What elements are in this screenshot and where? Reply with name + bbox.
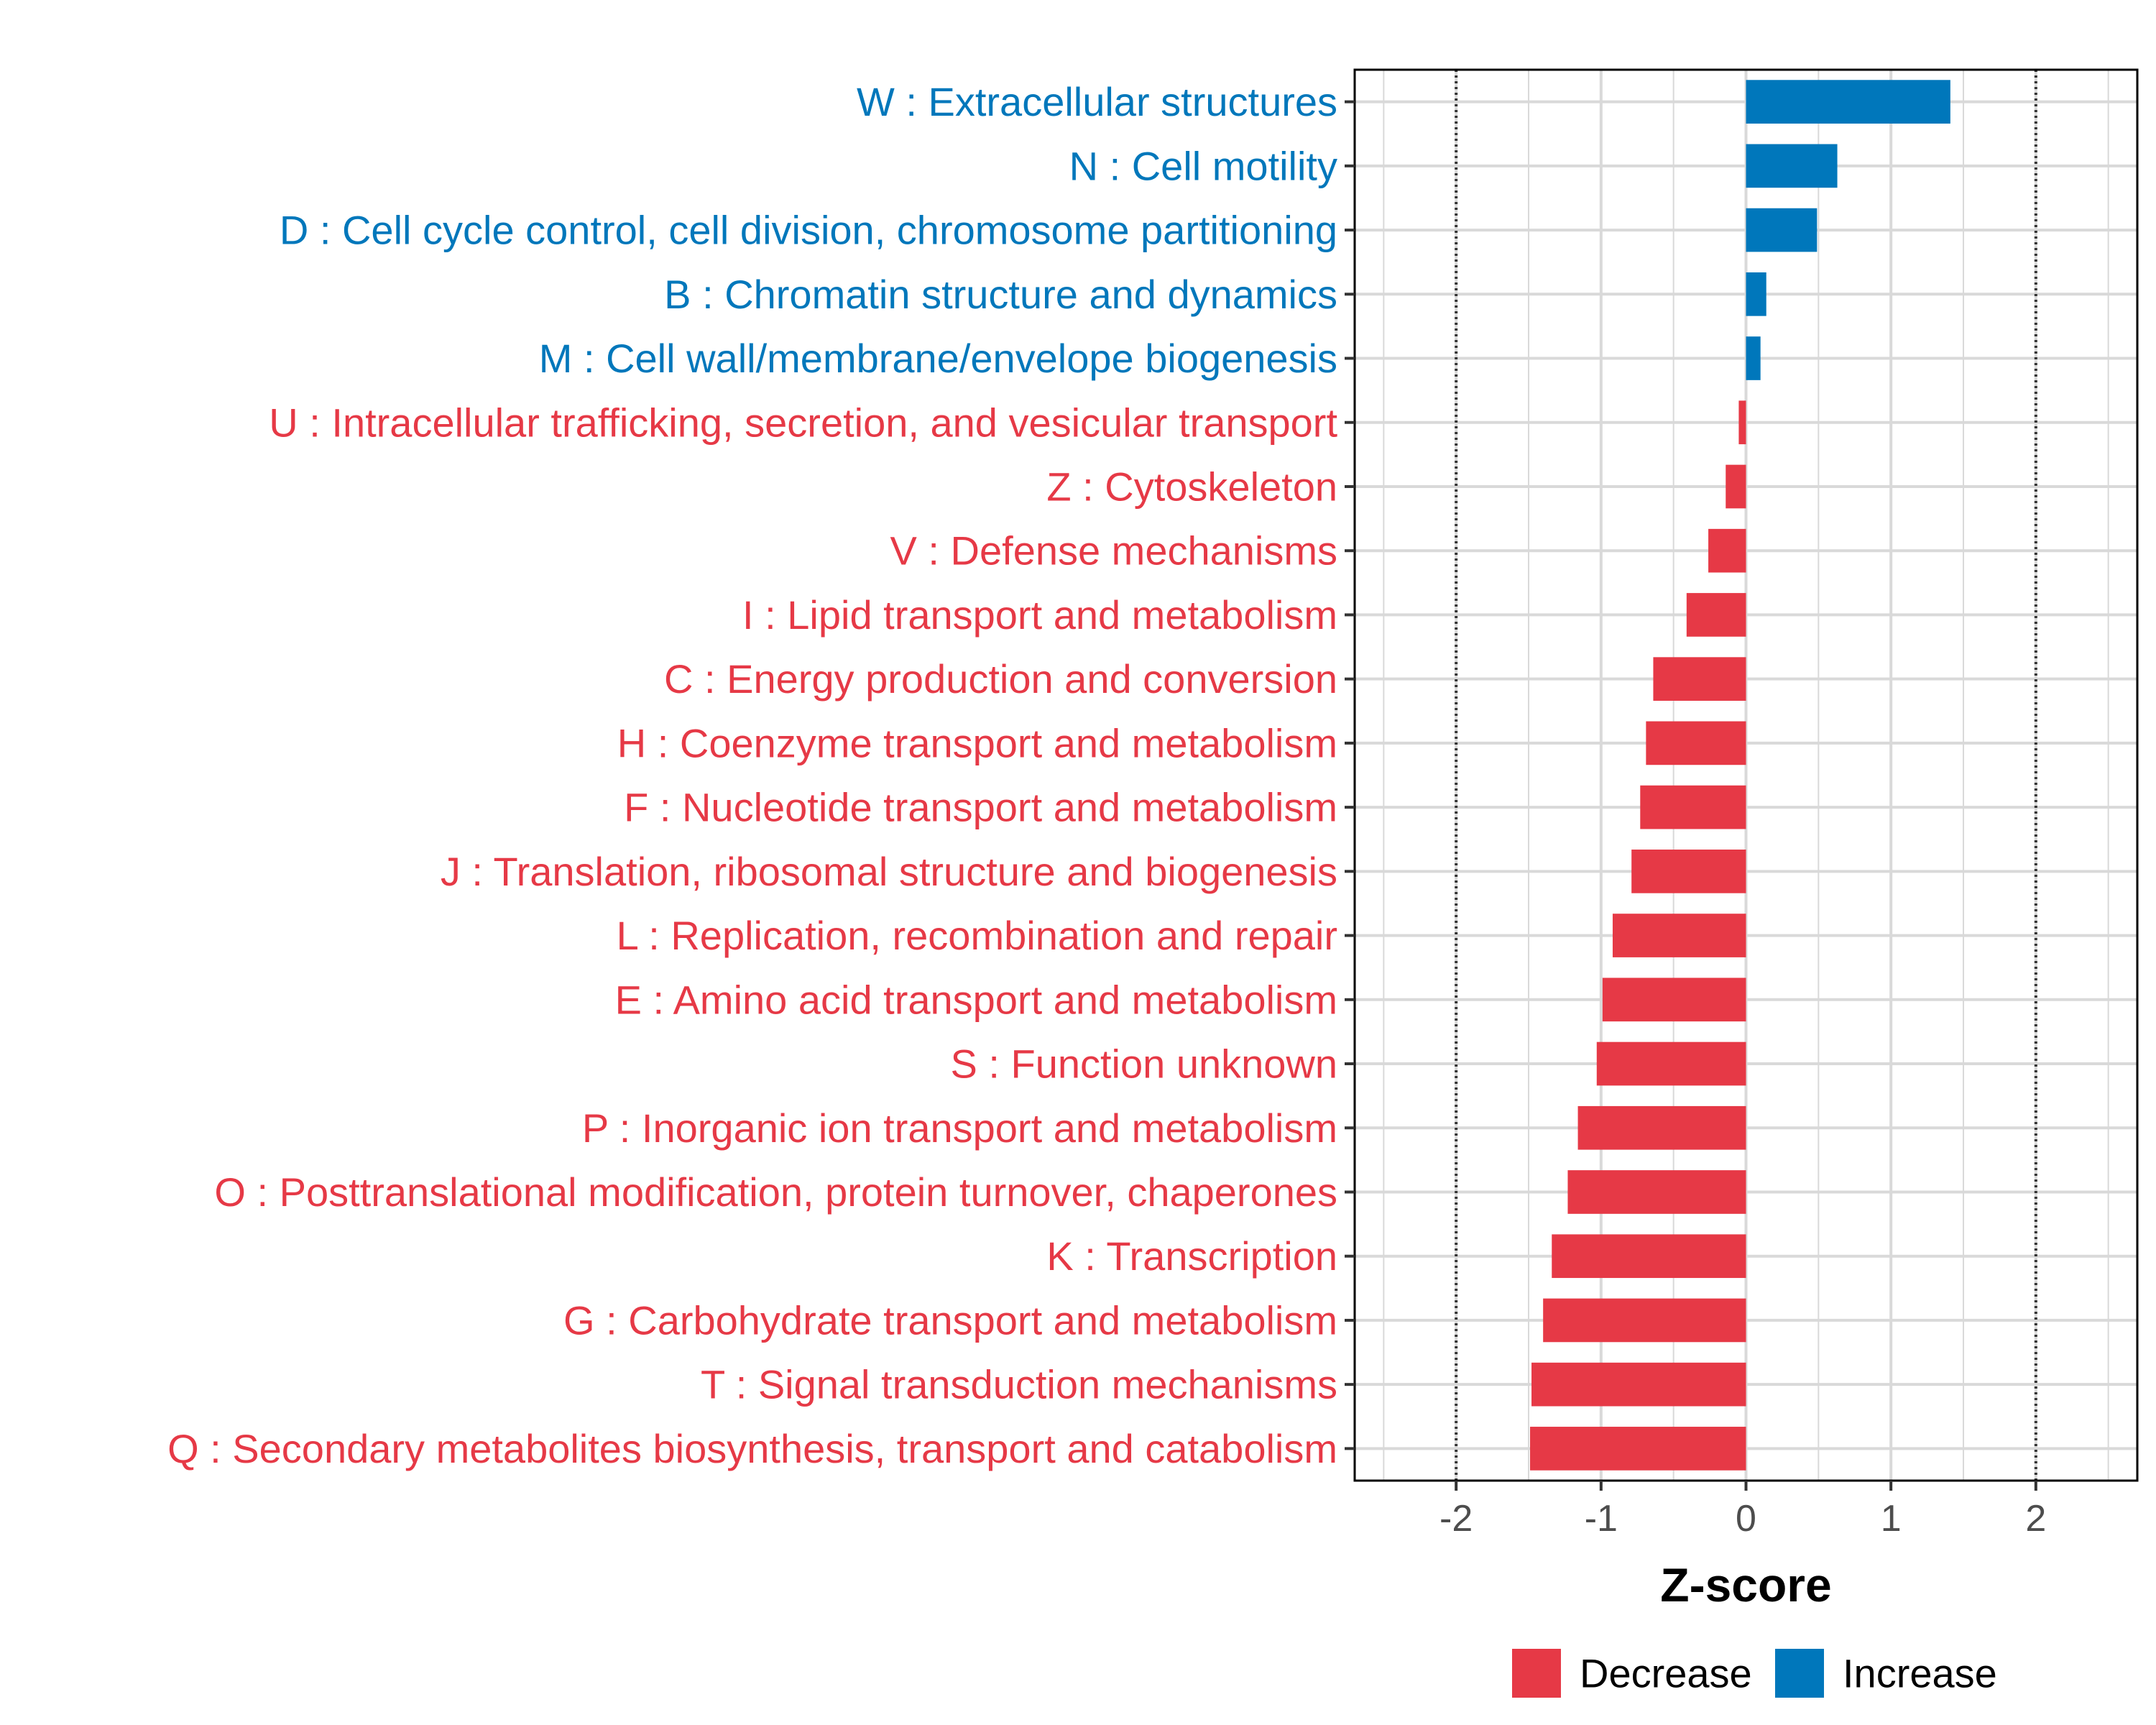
category-label: P : Inorganic ion transport and metaboli… xyxy=(582,1105,1337,1151)
x-tick-label: 1 xyxy=(1881,1498,1902,1540)
y-axis-ticks xyxy=(1345,100,1355,1450)
x-axis-title: Z-score xyxy=(1660,1558,1831,1611)
category-label: O : Posttranslational modification, prot… xyxy=(214,1169,1337,1215)
category-label: S : Function unknown xyxy=(950,1041,1337,1087)
category-label: H : Coenzyme transport and metabolism xyxy=(617,720,1337,765)
legend: Decrease Increase xyxy=(1512,1649,1997,1698)
bar xyxy=(1567,1170,1746,1214)
x-tick-label: 0 xyxy=(1736,1498,1756,1540)
category-label: B : Chromatin structure and dynamics xyxy=(664,272,1337,317)
bar xyxy=(1552,1234,1746,1279)
category-label: E : Amino acid transport and metabolism xyxy=(615,977,1337,1022)
bar xyxy=(1686,593,1746,637)
bar xyxy=(1646,721,1746,765)
bar xyxy=(1746,144,1838,188)
bar xyxy=(1602,978,1746,1022)
bar xyxy=(1596,1041,1746,1086)
bar xyxy=(1738,400,1746,445)
bar xyxy=(1530,1427,1746,1471)
category-label: F : Nucleotide transport and metabolism xyxy=(624,785,1337,830)
category-label: L : Replication, recombination and repai… xyxy=(617,913,1337,958)
x-axis-ticks xyxy=(1455,1481,2037,1491)
legend-label: Decrease xyxy=(1580,1651,1752,1696)
category-label: D : Cell cycle control, cell division, c… xyxy=(280,208,1337,253)
legend-label: Increase xyxy=(1843,1651,1997,1696)
bar xyxy=(1531,1362,1746,1407)
x-tick-label: -1 xyxy=(1585,1498,1618,1540)
category-label: K : Transcription xyxy=(1046,1233,1337,1279)
category-label: G : Carbohydrate transport and metabolis… xyxy=(563,1297,1337,1343)
x-tick-label: -2 xyxy=(1439,1498,1473,1540)
category-label: U : Intracellular trafficking, secretion… xyxy=(269,400,1337,445)
category-label: W : Extracellular structures xyxy=(857,79,1337,124)
category-label: T : Signal transduction mechanisms xyxy=(701,1362,1337,1407)
bar xyxy=(1631,850,1746,893)
bar xyxy=(1708,528,1746,573)
category-label: V : Defense mechanisms xyxy=(890,528,1337,574)
legend-item: Increase xyxy=(1775,1649,1997,1698)
bar xyxy=(1640,785,1746,829)
bar xyxy=(1653,657,1746,701)
bar xyxy=(1543,1298,1746,1343)
legend-item: Decrease xyxy=(1512,1649,1752,1698)
legend-swatch xyxy=(1775,1649,1824,1698)
category-label: M : Cell wall/membrane/envelope biogenes… xyxy=(539,336,1337,381)
bar xyxy=(1746,208,1818,252)
bar xyxy=(1746,272,1766,316)
category-label: J : Translation, ribosomal structure and… xyxy=(441,849,1337,894)
x-tick-label: 2 xyxy=(2025,1498,2046,1540)
bars xyxy=(1530,80,1950,1471)
bar xyxy=(1746,80,1950,124)
bar xyxy=(1612,914,1746,957)
bar xyxy=(1746,336,1761,380)
category-label: Z : Cytoskeleton xyxy=(1046,464,1337,509)
legend-swatch xyxy=(1512,1649,1561,1698)
category-label: C : Energy production and conversion xyxy=(664,656,1337,702)
x-axis-labels: -2 -1 0 1 2 xyxy=(1439,1498,2046,1540)
category-label: N : Cell motility xyxy=(1069,143,1337,188)
category-label: Q : Secondary metabolites biosynthesis, … xyxy=(167,1426,1337,1471)
bar xyxy=(1726,464,1746,509)
y-axis-labels: W : Extracellular structures N : Cell mot… xyxy=(167,79,1337,1471)
bar xyxy=(1577,1105,1746,1150)
category-label: I : Lipid transport and metabolism xyxy=(742,592,1337,638)
